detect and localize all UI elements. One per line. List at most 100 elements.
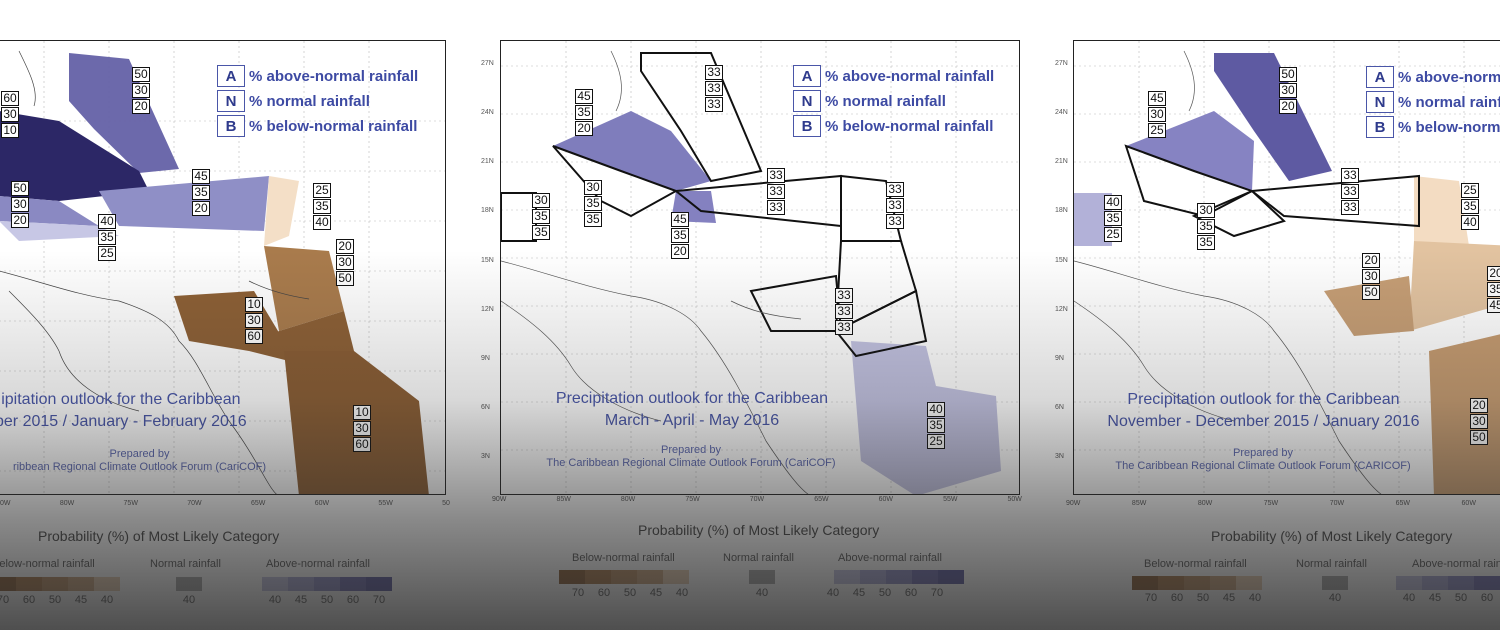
prob-value: 33	[1341, 184, 1359, 199]
axis-label: 6N	[481, 403, 490, 411]
prob-box: 33 33 33	[886, 182, 904, 230]
legend-text-normal: % normal rainfall	[825, 92, 946, 110]
prob-box: 10 30 60	[245, 297, 263, 345]
scale-swatch	[1158, 576, 1184, 590]
prob-value: 50	[336, 271, 354, 286]
axis-label: 40	[755, 587, 769, 599]
scale-swatch	[68, 577, 94, 591]
prob-value: 35	[575, 105, 593, 120]
prob-value: 35	[98, 230, 116, 245]
scale-nums-above-left: 40 45 50 60 70	[262, 594, 392, 606]
scale-swatch	[94, 577, 120, 591]
map-panel-right: A% above-normal rainfall N% normal rainf…	[1073, 40, 1500, 495]
lat-labels-right: 27N 24N 21N 18N 15N 12N 9N 6N 3N	[1055, 60, 1068, 460]
prob-value: 30	[1470, 414, 1488, 429]
legend-middle: A% above-normal rainfall N% normal rainf…	[793, 65, 994, 137]
scale-below-label-middle: Below-normal rainfall	[572, 552, 675, 564]
scale-title-right: Probability (%) of Most Likely Category	[1211, 528, 1453, 544]
prob-value: 50	[11, 181, 29, 196]
axis-label: 85W	[556, 496, 571, 503]
axis-label: 60	[1480, 592, 1494, 604]
axis-label: 15N	[481, 256, 494, 264]
prob-value: 25	[98, 246, 116, 261]
prob-value: 33	[1341, 168, 1359, 183]
prob-value: 45	[1487, 298, 1500, 313]
caption-line: Precipitation outlook for the Caribbean	[555, 390, 829, 407]
scale-swatch	[1448, 576, 1474, 590]
axis-label: 70W	[1329, 500, 1345, 507]
axis-label: 40	[268, 594, 282, 606]
axis-label: 80W	[1197, 500, 1213, 507]
axis-label: 45	[852, 587, 866, 599]
scale-bar-normal-middle	[749, 570, 775, 584]
axis-label: 21N	[481, 158, 494, 166]
caption-right: Precipitation outlook for the Caribbean N…	[1086, 389, 1441, 433]
prob-value: 40	[1104, 195, 1122, 210]
prob-value: 45	[671, 212, 689, 227]
prob-value: 30	[1279, 83, 1297, 98]
scale-bar-above-middle	[834, 570, 964, 584]
lon-labels-left: 0W 80W 75W 70W 65W 60W 55W 50	[0, 500, 450, 507]
prob-box: 20 30 50	[1362, 253, 1380, 301]
legend-text-below: % below-normal rainfall	[249, 117, 418, 135]
prob-value: 33	[835, 288, 853, 303]
prepared-left: Prepared by ribbean Regional Climate Outl…	[0, 448, 282, 474]
legend-key-above: A	[1366, 66, 1394, 88]
axis-label: 24N	[1055, 109, 1068, 117]
axis-label: 40	[100, 594, 114, 606]
legend-text-normal: % normal rainfall	[1398, 93, 1500, 111]
scale-swatch	[1210, 576, 1236, 590]
prob-value: 25	[313, 183, 331, 198]
scale-nums-below-right: 70 60 50 45 40	[1138, 592, 1268, 604]
axis-label: 60	[1170, 592, 1184, 604]
scale-bar-above-left	[262, 577, 392, 591]
scale-nums-below-left: 70 60 50 45 40	[0, 594, 120, 606]
prob-value: 25	[1104, 227, 1122, 242]
scale-swatch	[262, 577, 288, 591]
prob-value: 30	[584, 180, 602, 195]
prob-box: 45 35 20	[671, 212, 689, 260]
scale-swatch	[834, 570, 860, 584]
prob-value: 45	[192, 169, 210, 184]
prob-box: 10 30 60	[353, 405, 371, 453]
legend-key-above: A	[217, 65, 245, 87]
legend-right: A% above-normal rainfall N% normal rainf…	[1366, 66, 1500, 138]
axis-label: 60	[346, 594, 360, 606]
prob-value: 33	[886, 198, 904, 213]
axis-label: 45	[74, 594, 88, 606]
legend-key-above: A	[793, 65, 821, 87]
prob-value: 33	[767, 200, 785, 215]
region-centam-outline-mid	[501, 192, 537, 242]
prob-value: 20	[1279, 99, 1297, 114]
prob-value: 20	[1362, 253, 1380, 268]
prob-box: 45 35 20	[575, 89, 593, 137]
scale-below-label-left: Below-normal rainfall	[0, 558, 95, 570]
axis-label: 80W	[59, 500, 75, 507]
axis-label: 65W	[1395, 500, 1411, 507]
axis-label: 60W	[1461, 500, 1476, 507]
scale-swatch	[1184, 576, 1210, 590]
scale-normal-label-left: Normal rainfall	[150, 558, 221, 570]
axis-label: 21N	[1055, 158, 1068, 166]
legend-key-below: B	[1366, 116, 1394, 138]
scale-swatch	[1322, 576, 1348, 590]
scale-swatch	[938, 570, 964, 584]
prob-value: 10	[245, 297, 263, 312]
scale-swatch	[1474, 576, 1500, 590]
scale-above-label-left: Above-normal rainfall	[266, 558, 370, 570]
prob-box: 25 35 40	[1461, 183, 1479, 231]
axis-label: 3N	[1055, 453, 1064, 460]
prob-value: 60	[245, 329, 263, 344]
prob-value: 40	[98, 214, 116, 229]
legend-key-normal: N	[793, 90, 821, 112]
prob-box: 50 30 20	[132, 67, 150, 115]
axis-label: 70	[372, 594, 386, 606]
prob-box: 60 30 10	[1, 91, 19, 139]
prob-value: 35	[1197, 219, 1215, 234]
prob-box: 20 30 50	[1470, 398, 1488, 446]
caption-line: March - April - May 2016	[604, 412, 780, 429]
scale-swatch	[288, 577, 314, 591]
map-panel-middle: A% above-normal rainfall N% normal rainf…	[500, 40, 1020, 495]
legend-key-below: B	[217, 115, 245, 137]
scale-swatch	[1236, 576, 1262, 590]
